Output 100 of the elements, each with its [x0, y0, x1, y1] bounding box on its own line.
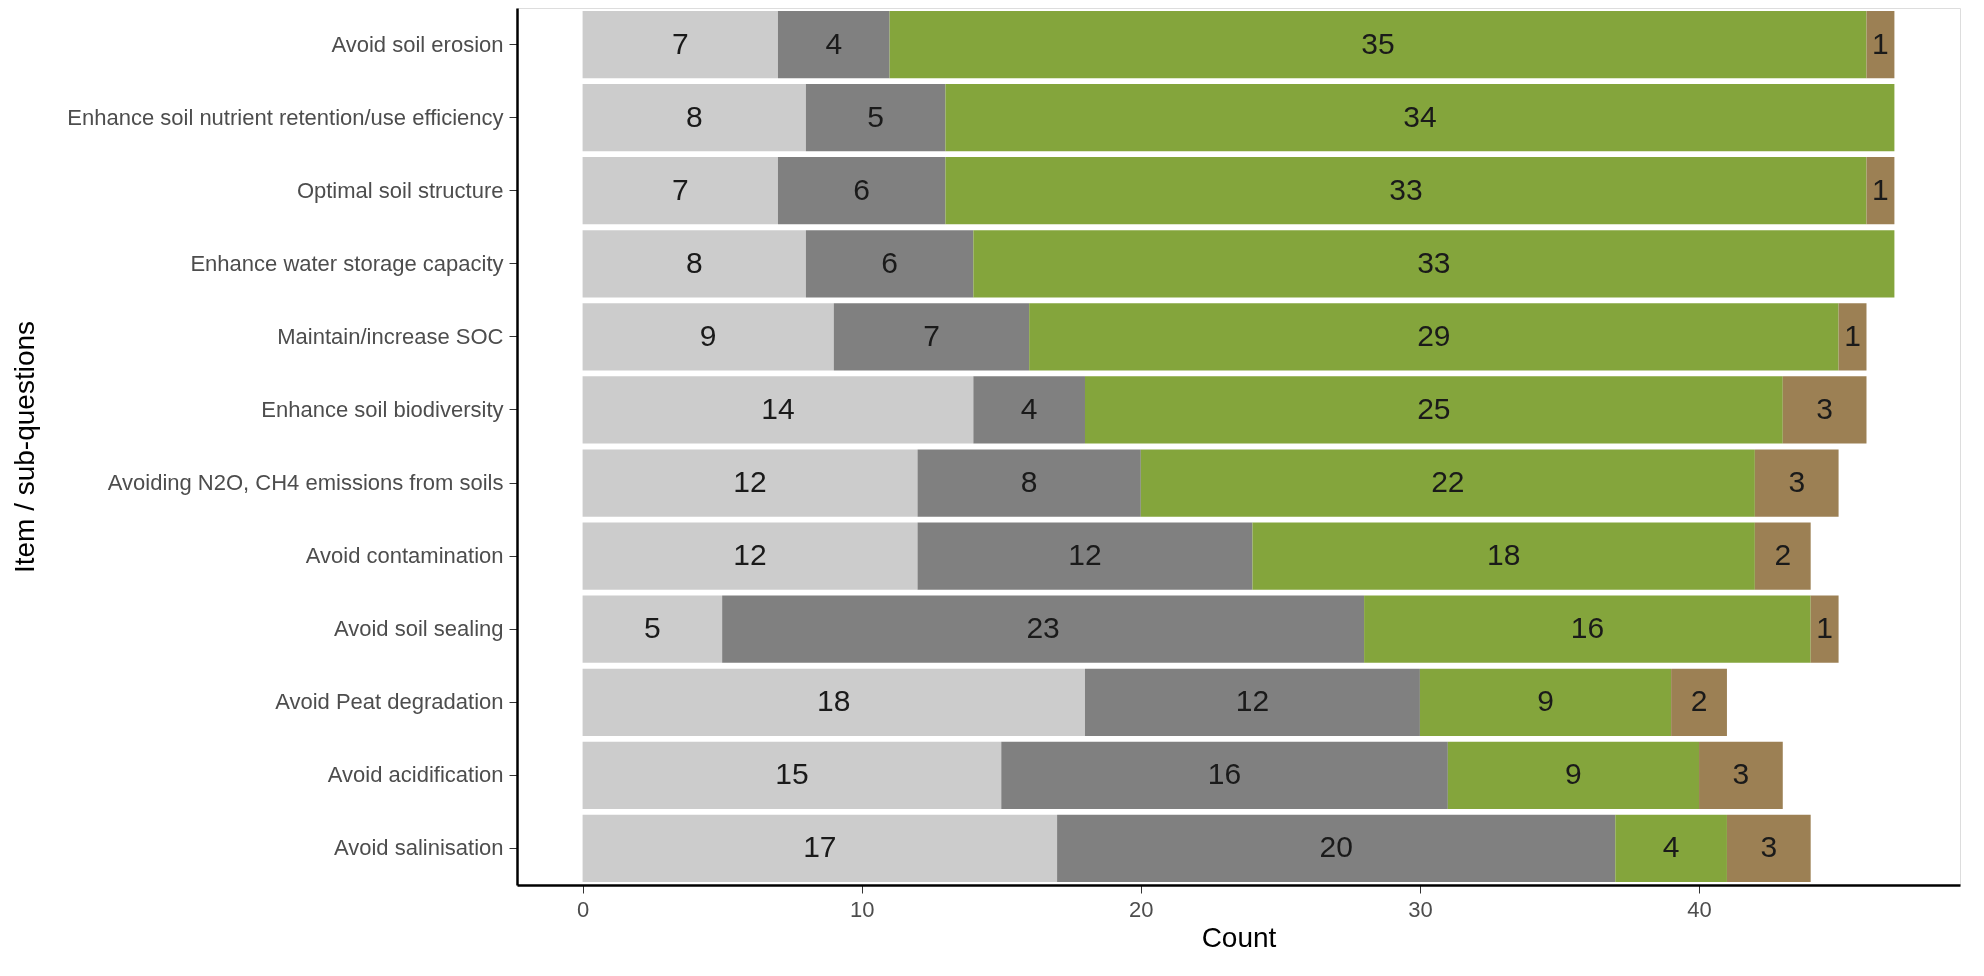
data-label: 6 — [881, 245, 898, 279]
data-label: 3 — [1732, 757, 1750, 791]
x-tick-label: 10 — [849, 896, 875, 922]
data-label: 12 — [733, 538, 767, 572]
y-tick-label: Enhance soil nutrient retention/use efficiency — [67, 104, 504, 130]
y-tick-label: Avoid soil erosion — [331, 31, 504, 57]
bar — [1782, 376, 1867, 444]
y-tick-label: Avoid soil sealing — [333, 616, 504, 642]
x-tick-label: 40 — [1687, 896, 1712, 922]
data-label: 18 — [1486, 538, 1521, 572]
y-tick-label: Optimal soil structure — [296, 177, 504, 203]
data-label: 1 — [1872, 26, 1889, 60]
data-label: 4 — [825, 26, 843, 60]
data-label: 9 — [699, 318, 717, 352]
bar — [945, 157, 1867, 225]
bar — [1615, 814, 1727, 883]
data-label: 1 — [1872, 172, 1889, 206]
bar — [917, 449, 1141, 517]
bar — [582, 522, 918, 590]
data-label: 35 — [1361, 26, 1395, 60]
bar — [1699, 741, 1783, 809]
data-label: 4 — [1020, 391, 1038, 425]
data-label: 15 — [775, 757, 809, 791]
bar — [582, 84, 806, 152]
bar — [1057, 814, 1616, 883]
x-tick-label: 30 — [1408, 896, 1433, 922]
data-label: 25 — [1417, 391, 1451, 425]
bar — [582, 814, 1058, 883]
bar — [777, 157, 946, 225]
bar — [1866, 157, 1895, 225]
bar — [889, 10, 1867, 79]
bar — [582, 668, 1085, 736]
bar — [1754, 522, 1811, 590]
bar — [973, 376, 1085, 444]
bar — [1084, 668, 1420, 736]
bar — [1838, 303, 1867, 371]
data-label: 4 — [1662, 830, 1680, 864]
bar — [1810, 595, 1839, 663]
data-label: 33 — [1417, 245, 1451, 279]
bar — [1726, 814, 1811, 883]
bar — [1419, 668, 1672, 736]
data-label: 7 — [671, 26, 689, 60]
data-label: 14 — [761, 391, 795, 425]
y-tick-label: Avoid salinisation — [333, 835, 504, 861]
data-label: 9 — [1565, 757, 1582, 791]
data-label: 7 — [923, 318, 940, 352]
bar — [805, 230, 974, 298]
y-axis-title: Item / sub-questions — [8, 320, 40, 574]
bar — [805, 84, 946, 152]
data-label: 12 — [1235, 684, 1270, 718]
data-label: 12 — [733, 465, 767, 499]
bar — [582, 741, 1002, 809]
y-tick-label: Enhance soil biodiversity — [261, 396, 504, 422]
bar — [777, 10, 890, 79]
bar — [945, 84, 1895, 152]
bar — [1447, 741, 1700, 809]
bar — [1140, 449, 1755, 517]
bar — [582, 10, 778, 79]
data-label: 20 — [1319, 830, 1353, 864]
bar — [917, 522, 1253, 590]
bar — [1252, 522, 1755, 590]
data-label: 8 — [685, 245, 703, 279]
bar — [582, 595, 723, 663]
data-label: 23 — [1026, 611, 1060, 645]
data-label: 3 — [1788, 465, 1806, 499]
bar — [1364, 595, 1811, 663]
y-tick-label: Avoid Peat degradation — [275, 689, 504, 715]
bar — [722, 595, 1365, 663]
bar — [1754, 449, 1839, 517]
data-label: 5 — [867, 99, 884, 133]
data-label: 1 — [1816, 611, 1833, 645]
bar — [582, 449, 918, 517]
data-label: 33 — [1389, 172, 1423, 206]
y-tick-label: Maintain/increase SOC — [277, 323, 504, 349]
x-tick-label: 20 — [1129, 896, 1154, 922]
data-label: 2 — [1690, 684, 1708, 718]
bar — [582, 303, 834, 371]
bar — [1029, 303, 1839, 371]
data-label: 16 — [1570, 611, 1605, 645]
y-tick-label: Avoid contamination — [305, 543, 504, 569]
data-label: 18 — [817, 684, 851, 718]
y-tick-label: Avoid acidification — [327, 762, 504, 788]
bar — [582, 157, 778, 225]
data-label: 16 — [1207, 757, 1242, 791]
bar — [1866, 10, 1895, 79]
y-tick-label: Avoiding N2O, CH4 emissions from soils — [107, 470, 504, 496]
bar — [582, 376, 974, 444]
data-label: 9 — [1537, 684, 1554, 718]
data-label: 8 — [1020, 465, 1038, 499]
data-label: 17 — [803, 830, 837, 864]
bar — [1001, 741, 1448, 809]
data-label: 8 — [685, 99, 703, 133]
bar — [1084, 376, 1783, 444]
data-label: 7 — [671, 172, 689, 206]
data-label: 2 — [1774, 538, 1792, 572]
data-label: 29 — [1417, 318, 1451, 352]
x-tick-label: 0 — [576, 896, 590, 922]
data-label: 34 — [1403, 99, 1437, 133]
bar — [1671, 668, 1727, 736]
data-label: 3 — [1816, 391, 1833, 425]
